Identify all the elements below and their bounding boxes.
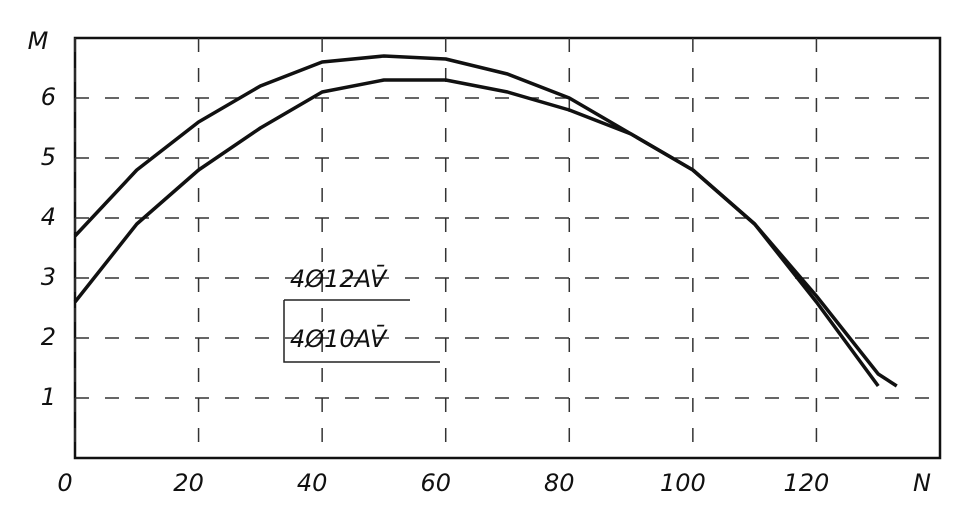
x-axis-label: N xyxy=(913,469,931,497)
y-tick-label: 6 xyxy=(41,83,56,111)
x-tick-label: 120 xyxy=(784,469,830,497)
y-tick-label: 5 xyxy=(41,143,56,171)
y-tick-label: 2 xyxy=(41,323,56,351)
y-axis-label: M xyxy=(28,27,49,55)
x-tick-label: 60 xyxy=(420,469,451,497)
y-tick-label: 4 xyxy=(41,203,56,231)
legend-label: 4Ø10AV̄ xyxy=(290,324,388,353)
plot-frame xyxy=(73,36,942,460)
line xyxy=(73,78,880,388)
legend-box xyxy=(283,299,440,363)
x-tick-label: 80 xyxy=(544,469,575,497)
x-tick-label: 20 xyxy=(173,469,204,497)
y-tick-label: 1 xyxy=(41,383,56,411)
legend-label: 4Ø12AV̄ xyxy=(290,264,388,293)
y-tick-label: 3 xyxy=(41,263,56,291)
line xyxy=(73,54,898,388)
x-tick-label: 0 xyxy=(57,469,72,497)
x-tick-label: 40 xyxy=(297,469,328,497)
x-tick-label: 100 xyxy=(660,469,706,497)
